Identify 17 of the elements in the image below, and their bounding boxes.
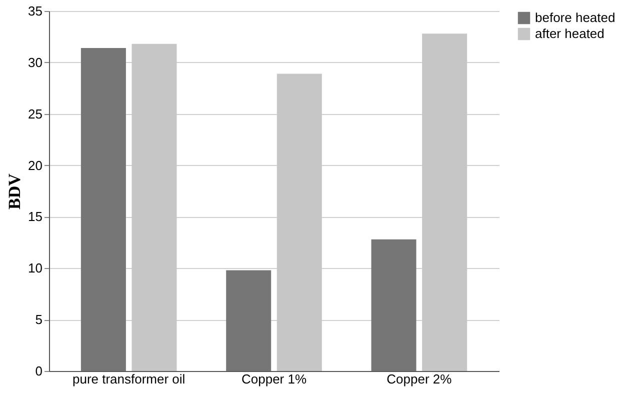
y-tick-label: 15 [28, 209, 42, 224]
x-tick-label: Copper 2% [386, 372, 452, 386]
y-axis-title: BDV [5, 172, 24, 210]
bar [80, 48, 126, 371]
y-tick-label: 0 [35, 364, 42, 378]
bar [371, 239, 416, 371]
legend-label: before heated [535, 10, 616, 25]
y-tick-label: 25 [28, 106, 42, 122]
y-tick-label: 10 [28, 260, 42, 276]
legend-label: after heated [535, 26, 604, 41]
y-tick-label: 5 [35, 312, 42, 328]
y-tick-label: 35 [28, 4, 42, 18]
y-tick-label: 30 [28, 54, 42, 70]
y-tick-label: 20 [28, 158, 42, 173]
x-tick-label: Copper 1% [241, 372, 307, 386]
bar [226, 270, 272, 371]
x-tick-label: pure transformer oil [72, 372, 186, 386]
